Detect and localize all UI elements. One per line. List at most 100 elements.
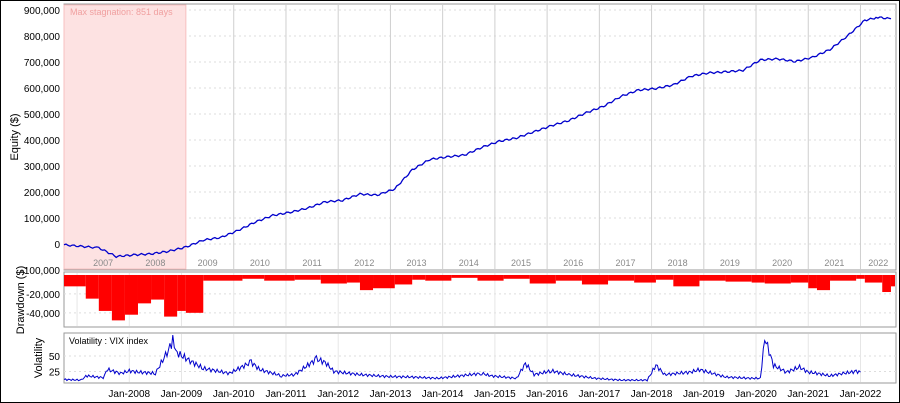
year-label-2008: 2008 [145, 258, 165, 268]
drawdown-bar [581, 275, 609, 285]
year-label-2013: 2013 [407, 258, 427, 268]
drawdown-bar [177, 275, 186, 311]
x-tick-label-Jan-2014: Jan-2014 [422, 389, 464, 400]
year-labels: 2007 2008 2009 2010 2011 2012 2013 2014 2015 2016… [93, 258, 888, 268]
drawdown-bar [203, 275, 243, 281]
equity-y-tick-label: 600,000 [24, 84, 61, 95]
x-tick-label-Jan-2022: Jan-2022 [840, 389, 882, 400]
drawdown-y-tick-label: -20,000 [26, 290, 60, 301]
drawdown-bar [394, 275, 413, 285]
equity-y-tick-label: 500,000 [24, 110, 61, 121]
year-label-2021: 2021 [824, 258, 844, 268]
year-label-2011: 2011 [302, 258, 321, 268]
volatility-legend: Volatility : VIX index [69, 336, 149, 346]
year-label-2010: 2010 [250, 258, 270, 268]
drawdown-bar [264, 275, 295, 281]
x-tick-label-Jan-2016: Jan-2016 [526, 389, 568, 400]
equity-grid [64, 5, 896, 269]
drawdown-bar [373, 275, 395, 289]
drawdown-y-axis: -20,000 -40,000 [26, 290, 60, 320]
drawdown-series [64, 275, 895, 321]
drawdown-bar [151, 275, 165, 300]
drawdown-bar [346, 275, 360, 283]
drawdown-bar [98, 275, 112, 311]
drawdown-bar [816, 275, 831, 291]
drawdown-bar [882, 275, 891, 293]
equity-y-tick-label: 300,000 [24, 162, 61, 173]
x-tick-label-Jan-2011: Jan-2011 [265, 389, 306, 400]
x-tick-label-Jan-2015: Jan-2015 [474, 389, 516, 400]
x-tick-label-Jan-2010: Jan-2010 [213, 389, 255, 400]
drawdown-bar [412, 275, 426, 280]
x-tick-label-Jan-2013: Jan-2013 [370, 389, 412, 400]
year-label-2022: 2022 [868, 258, 888, 268]
drawdown-bar [164, 275, 178, 317]
drawdown-bar [185, 275, 204, 313]
volatility-ylabel: Volatility [33, 337, 45, 378]
drawdown-bar [124, 275, 138, 315]
drawdown-bar [808, 275, 817, 289]
drawdown-bar [503, 275, 530, 279]
equity-ylabel: Equity ($) [9, 113, 21, 160]
drawdown-bar [608, 275, 635, 281]
drawdown-grid [64, 273, 896, 326]
year-label-2014: 2014 [459, 258, 479, 268]
year-label-2018: 2018 [668, 258, 688, 268]
drawdown-bar [359, 275, 374, 291]
drawdown-ylabel: Drawdown ($) [15, 266, 27, 334]
drawdown-bar [555, 275, 582, 281]
year-label-2017: 2017 [615, 258, 635, 268]
drawdown-bar [634, 275, 656, 283]
equity-series [63, 16, 892, 259]
x-tick-label-Jan-2009: Jan-2009 [161, 389, 203, 400]
x-tick-label-Jan-2008: Jan-2008 [108, 389, 150, 400]
year-label-2012: 2012 [354, 258, 374, 268]
drawdown-bar [529, 275, 556, 284]
equity-y-axis: 900,000 800,000 700,000 600,000 500,000 400,0… [21, 6, 61, 277]
drawdown-bar [751, 275, 765, 283]
equity-y-tick-label: 400,000 [24, 136, 61, 147]
year-label-2015: 2015 [511, 258, 531, 268]
drawdown-bar [725, 275, 752, 282]
x-tick-label-Jan-2012: Jan-2012 [317, 389, 359, 400]
volatility-series [63, 334, 861, 382]
volatility-grid [64, 334, 896, 382]
volatility-y-tick-label: 25 [49, 367, 61, 378]
x-tick-label-Jan-2019: Jan-2019 [683, 389, 725, 400]
x-tick-label-Jan-2021: Jan-2021 [787, 389, 829, 400]
equity-y-tick-label: -100,000 [21, 266, 61, 277]
x-tick-label-Jan-2017: Jan-2017 [578, 389, 620, 400]
stagnation-annotation: Max stagnation: 851 days [70, 7, 173, 17]
equity-y-tick-label: 800,000 [24, 32, 61, 43]
x-tick-label-Jan-2020: Jan-2020 [735, 389, 777, 400]
equity-y-tick-label: 100,000 [24, 214, 61, 225]
drawdown-bar [320, 275, 347, 284]
drawdown-bar [425, 275, 452, 281]
drawdown-bar [242, 275, 265, 279]
drawdown-bar [137, 275, 152, 304]
volatility-y-tick-label: 50 [49, 352, 61, 363]
drawdown-bar [294, 275, 321, 280]
drawdown-bar [477, 275, 504, 281]
equity-y-tick-label: 200,000 [24, 188, 61, 199]
drawdown-bar [85, 275, 99, 299]
volatility-line [63, 334, 861, 382]
equity-y-tick-label: 0 [54, 240, 60, 251]
drawdown-bar [864, 275, 883, 283]
equity-y-tick-label: 700,000 [24, 58, 61, 69]
drawdown-bar [699, 275, 726, 281]
drawdown-bar [764, 275, 791, 284]
drawdown-bar [890, 275, 895, 287]
drawdown-bar [111, 275, 125, 321]
drawdown-bar [673, 275, 700, 287]
drawdown-y-tick-label: -40,000 [26, 309, 60, 320]
drawdown-bar [790, 275, 809, 283]
drawdown-bar [856, 275, 865, 279]
drawdown-bar [830, 275, 857, 281]
year-label-2009: 2009 [198, 258, 218, 268]
year-label-2020: 2020 [772, 258, 792, 268]
year-label-2016: 2016 [563, 258, 583, 268]
year-label-2019: 2019 [720, 258, 740, 268]
year-label-2007: 2007 [93, 258, 113, 268]
